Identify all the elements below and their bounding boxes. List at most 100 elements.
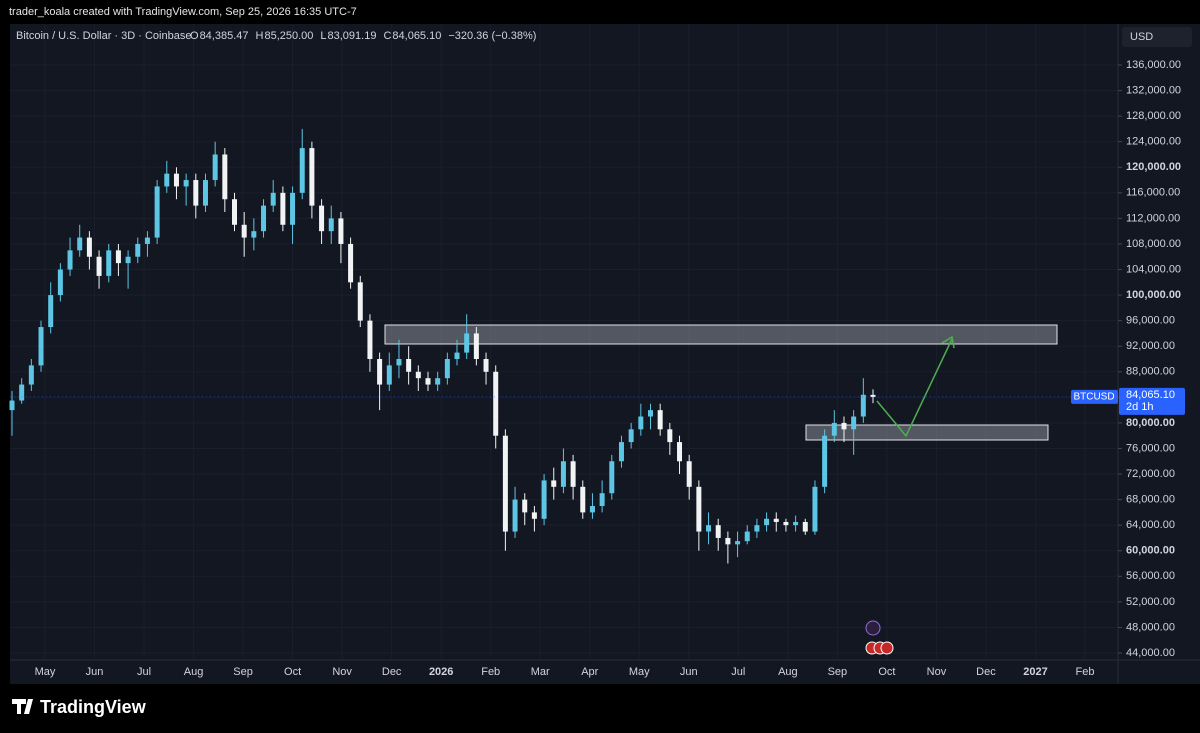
candle-body: [28, 365, 34, 385]
candle-body: [841, 422, 847, 430]
candle-body: [541, 480, 547, 519]
x-tick-label: Feb: [1076, 666, 1095, 678]
candle-body: [290, 192, 296, 225]
ohlc-key: H: [256, 30, 264, 42]
y-tick-label: 92,000.00: [1126, 340, 1175, 352]
candle-body: [38, 327, 44, 366]
currency-box[interactable]: [1122, 27, 1192, 47]
candle-body: [135, 243, 141, 257]
currency[interactable]: USD: [1130, 31, 1153, 43]
candle-body: [77, 237, 83, 251]
candle-body: [144, 237, 150, 244]
candle-body: [319, 205, 325, 232]
candle-body: [851, 416, 857, 430]
y-tick-label: 124,000.00: [1126, 136, 1181, 148]
x-tick-label: Nov: [927, 666, 947, 678]
candle-body: [222, 154, 228, 200]
candle-body: [483, 359, 489, 372]
chart-pane: [10, 24, 1200, 684]
candle-body: [764, 518, 770, 526]
candle-body: [348, 243, 354, 283]
candle-body: [812, 486, 818, 532]
symbol: Bitcoin / U.S. Dollar · 3D · Coinbase: [16, 30, 191, 42]
candle-body: [435, 378, 441, 385]
candle-body: [251, 231, 257, 238]
candle-body: [19, 384, 25, 401]
candle-body: [193, 180, 199, 206]
y-tick-label: 128,000.00: [1126, 110, 1181, 122]
candle-body: [512, 499, 518, 532]
candle-body: [473, 333, 479, 359]
candle-body: [706, 525, 712, 532]
candle-body: [261, 205, 267, 232]
candle-body: [822, 435, 828, 487]
projection-arrow: [876, 338, 953, 438]
y-tick-label: 56,000.00: [1126, 570, 1175, 582]
ohlc-value: 85,250.00: [264, 30, 313, 42]
candle-body: [628, 429, 634, 443]
y-tick-label: 100,000.00: [1126, 289, 1181, 301]
x-tick-label: Mar: [531, 666, 550, 678]
x-tick-label: Nov: [332, 666, 352, 678]
candle-body: [860, 394, 866, 417]
candle-body: [551, 480, 557, 487]
ohlc-key: C: [383, 30, 391, 42]
candle-body: [386, 365, 392, 385]
candle-body: [531, 512, 537, 519]
event-icon[interactable]: [880, 641, 894, 655]
x-tick-label: Aug: [184, 666, 204, 678]
candle-body: [406, 359, 412, 372]
y-tick-label: 72,000.00: [1126, 468, 1175, 480]
x-tick-label: Jun: [680, 666, 698, 678]
candle-body: [657, 410, 663, 430]
candle-body: [377, 359, 383, 385]
candle-body: [241, 224, 247, 238]
candle-body: [522, 499, 528, 513]
x-tick-label: 2027: [1023, 666, 1047, 678]
candle-body: [454, 352, 460, 359]
y-tick-label: 120,000.00: [1126, 161, 1181, 173]
x-tick-label: Jul: [137, 666, 151, 678]
y-tick-label: 104,000.00: [1126, 263, 1181, 275]
candle-body: [773, 518, 779, 522]
x-tick-label: Feb: [481, 666, 500, 678]
resistance-zone: [384, 324, 1058, 345]
candle-body: [367, 320, 373, 359]
candle-body: [502, 435, 508, 532]
candle-body: [599, 493, 605, 506]
y-tick-label: 116,000.00: [1126, 187, 1180, 199]
candle-body: [86, 237, 92, 257]
candle-body: [9, 400, 15, 411]
ohlc-key: L: [320, 30, 326, 42]
y-tick-label: 108,000.00: [1126, 238, 1181, 250]
x-tick-label: Jun: [86, 666, 104, 678]
event-icon[interactable]: [865, 620, 881, 636]
candle-body: [589, 506, 595, 513]
candle-body: [232, 199, 238, 225]
candle-body: [638, 416, 644, 430]
candle-body: [57, 269, 63, 296]
ohlc-value: 84,065.10: [392, 30, 441, 42]
candles: [9, 128, 876, 564]
candle-body: [560, 461, 566, 487]
support-zone: [805, 424, 1049, 441]
x-tick-label: May: [629, 666, 650, 678]
candle-body: [735, 541, 741, 545]
y-tick-label: 132,000.00: [1126, 84, 1181, 96]
candle-body: [396, 359, 402, 366]
candle-body: [493, 371, 499, 436]
candle-body: [725, 537, 731, 545]
candle-body: [831, 422, 837, 436]
y-tick-label: 136,000.00: [1126, 59, 1181, 71]
candle-body: [647, 410, 653, 417]
candle-body: [357, 282, 363, 321]
y-tick-label: 48,000.00: [1126, 621, 1175, 633]
candle-body: [338, 218, 344, 244]
candle-body: [280, 192, 286, 225]
y-tick-label: 96,000.00: [1126, 315, 1175, 327]
logo-mark: [12, 699, 33, 714]
candle-body: [67, 250, 73, 270]
candle-body: [667, 429, 673, 443]
candle-body: [154, 186, 160, 238]
